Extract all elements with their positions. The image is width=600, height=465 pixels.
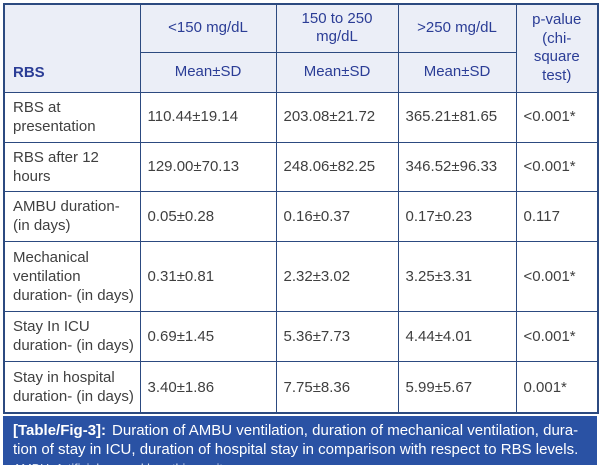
p-value-cell: <0.001* (515, 310, 599, 362)
row-label: Mechanical ventilation duration- (in day… (3, 240, 141, 312)
p-value-cell: <0.001* (515, 240, 599, 312)
table-row: AMBU duration- (in days) 0.05±0.28 0.16±… (3, 190, 599, 242)
value-cell: 248.06±82.25 (275, 141, 399, 192)
figure-caption: [Table/Fig-3]: Duration of AMBU ventilati… (3, 416, 597, 465)
value-cell: 3.25±3.31 (397, 240, 517, 312)
value-cell: 346.52±96.33 (397, 141, 517, 192)
col-header-gt250: >250 mg/dL (397, 3, 517, 53)
value-cell: 2.32±3.02 (275, 240, 399, 312)
value-cell: 0.05±0.28 (139, 190, 277, 242)
table-row: Stay In ICU duration- (in days) 0.69±1.4… (3, 310, 599, 362)
col-header-lt150: <150 mg/dL (139, 3, 277, 53)
subheader-mean-sd-1: Mean±SD (139, 51, 277, 93)
value-cell: 203.08±21.72 (275, 91, 399, 143)
value-cell: 365.21±81.65 (397, 91, 517, 143)
subheader-mean-sd-3: Mean±SD (397, 51, 517, 93)
value-cell: 0.69±1.45 (139, 310, 277, 362)
p-value-cell: <0.001* (515, 141, 599, 192)
value-cell: 5.36±7.73 (275, 310, 399, 362)
value-cell: 7.75±8.36 (275, 360, 399, 414)
value-cell: 0.16±0.37 (275, 190, 399, 242)
p-value-cell: 0.117 (515, 190, 599, 242)
table-row: Mechanical ventilation duration- (in day… (3, 240, 599, 312)
value-cell: 129.00±70.13 (139, 141, 277, 192)
row-label: Stay in hospital duration- (in days) (3, 360, 141, 414)
row-label: AMBU duration- (in days) (3, 190, 141, 242)
row-label: RBS at presentation (3, 91, 141, 143)
value-cell: 110.44±19.14 (139, 91, 277, 143)
row-label: RBS after 12 hours (3, 141, 141, 192)
value-cell: 4.44±4.01 (397, 310, 517, 362)
col-header-pvalue: p-value (chi-square test) (515, 3, 599, 93)
rbs-header-cell: RBS (3, 3, 141, 93)
p-value-cell: <0.001* (515, 91, 599, 143)
table-row: RBS after 12 hours 129.00±70.13 248.06±8… (3, 141, 599, 192)
caption-line-1: [Table/Fig-3]: Duration of AMBU ventilati… (13, 422, 587, 441)
caption-text-line2: tion of stay in ICU, duration of hospita… (13, 441, 579, 459)
p-value-cell: 0.001* (515, 360, 599, 414)
value-cell: 5.99±5.67 (397, 360, 517, 414)
caption-footnote: AMBU: Artificial manual breathing unit (13, 462, 587, 465)
row-label: Stay In ICU duration- (in days) (3, 310, 141, 362)
subheader-mean-sd-2: Mean±SD (275, 51, 399, 93)
caption-text-line1: Duration of AMBU ventilation, duration o… (112, 422, 579, 440)
value-cell: 3.40±1.86 (139, 360, 277, 414)
table-row: Stay in hospital duration- (in days) 3.4… (3, 360, 599, 414)
col-header-150to250: 150 to 250 mg/dL (275, 3, 399, 53)
value-cell: 0.17±0.23 (397, 190, 517, 242)
caption-tag: [Table/Fig-3]: (13, 422, 107, 440)
rbs-comparison-table: RBS <150 mg/dL 150 to 250 mg/dL >250 mg/… (3, 3, 599, 415)
table-row: RBS at presentation 110.44±19.14 203.08±… (3, 91, 599, 143)
value-cell: 0.31±0.81 (139, 240, 277, 312)
